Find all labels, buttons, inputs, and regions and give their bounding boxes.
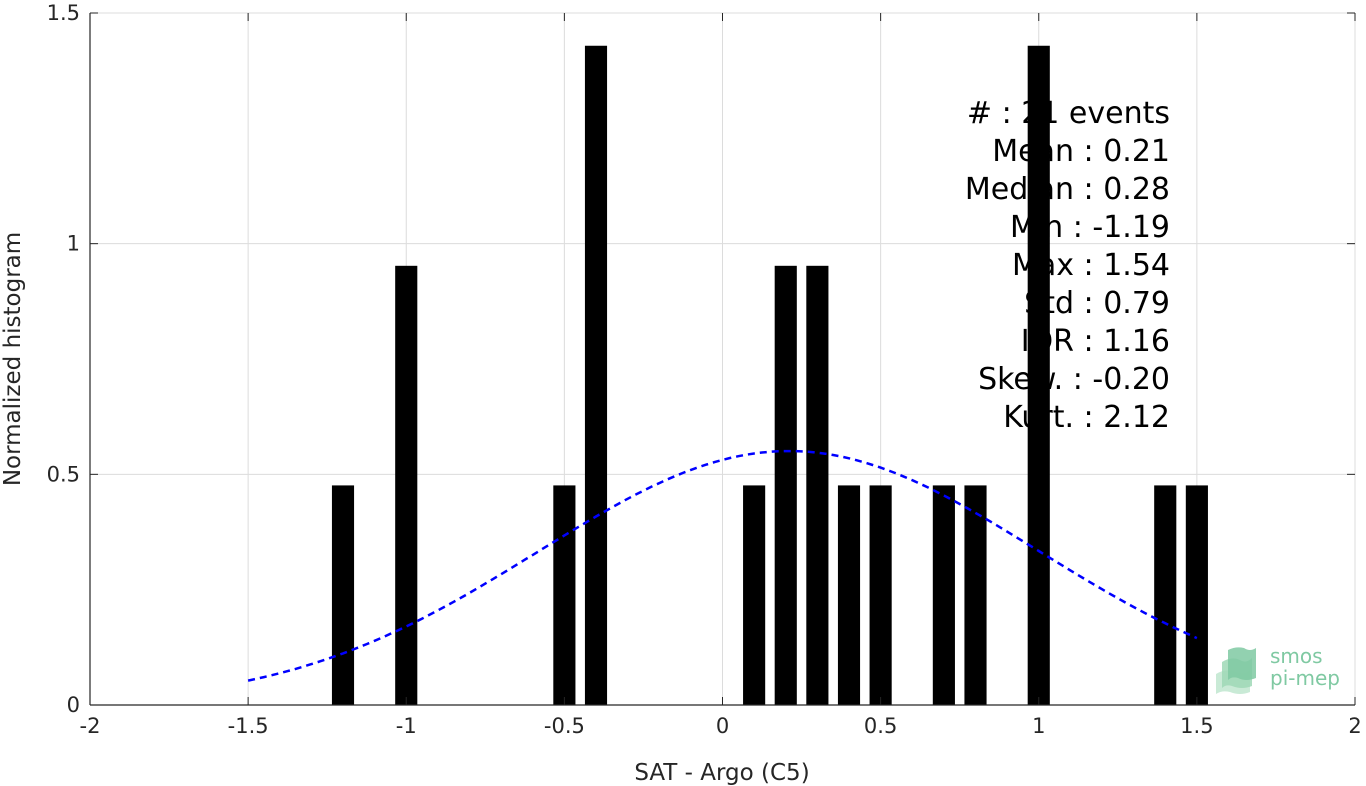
logo-waves-icon — [1216, 647, 1256, 694]
x-tick-label: -1 — [396, 714, 417, 738]
stats-line: # : 21 events — [966, 96, 1170, 131]
logo-line1: smos — [1270, 644, 1323, 668]
histogram-bar — [869, 485, 892, 705]
y-tick-label: 0.5 — [47, 462, 80, 486]
x-tick-label: -2 — [80, 714, 101, 738]
histogram-bar — [553, 485, 576, 705]
x-tick-label: 0 — [716, 714, 729, 738]
histogram-bar — [932, 485, 955, 705]
stats-line: Median : 0.28 — [964, 172, 1170, 207]
histogram-bar — [806, 265, 829, 705]
x-tick-label: -1.5 — [228, 714, 269, 738]
stats-line: Mean : 0.21 — [992, 134, 1170, 169]
logo-line2: pi-mep — [1270, 666, 1340, 690]
stats-line: Skew. : -0.20 — [978, 362, 1170, 397]
stats-line: Min : -1.19 — [1009, 210, 1170, 245]
x-tick-label: 1.5 — [1180, 714, 1213, 738]
stats-line: Kurt. : 2.12 — [1003, 400, 1170, 435]
histogram-bar — [331, 485, 355, 705]
y-tick-label: 1 — [67, 232, 80, 256]
x-tick-label: 0.5 — [864, 714, 897, 738]
histogram-bar — [1154, 485, 1177, 705]
y-tick-label: 0 — [67, 693, 80, 717]
histogram-bar — [837, 485, 861, 705]
normal-fit-curve — [247, 449, 1198, 682]
x-tick-label: -0.5 — [544, 714, 585, 738]
y-axis-label: Normalized histogram — [0, 232, 26, 486]
histogram-bar — [774, 265, 797, 705]
x-tick-label: 2 — [1348, 714, 1361, 738]
x-tick-label: 1 — [1032, 714, 1045, 738]
histogram-bar — [1027, 45, 1050, 706]
y-tick-label: 1.5 — [47, 1, 80, 25]
histogram-bar — [964, 485, 987, 705]
histogram-bar — [584, 45, 608, 706]
tick-labels: -2 -1.5 -1 -0.5 0 0.5 1 1.5 2 0 0.5 1 1.5 — [47, 1, 1362, 738]
histogram-bar — [1185, 485, 1208, 705]
bars — [331, 45, 1208, 706]
stats-line: Std : 0.79 — [1024, 286, 1170, 321]
x-axis-label: SAT - Argo (C5) — [634, 760, 809, 786]
stats-line: IQR : 1.16 — [1020, 324, 1170, 359]
stats-line: Max : 1.54 — [1012, 248, 1170, 283]
smos-pi-mep-logo: smos pi-mep — [1214, 644, 1354, 700]
axes — [89, 12, 1356, 706]
histogram-bar — [743, 485, 766, 705]
histogram-bar — [395, 265, 418, 705]
